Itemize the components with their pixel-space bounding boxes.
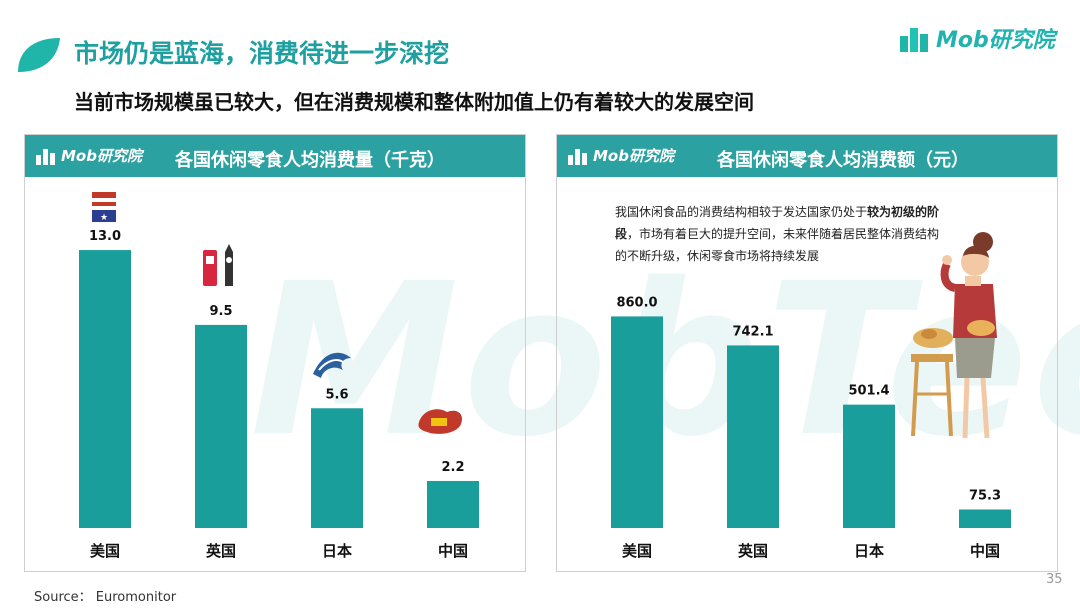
panel-brand: Mob研究院 bbox=[35, 145, 142, 166]
mob-logo-icon bbox=[36, 148, 55, 165]
category-label: 英国 bbox=[206, 542, 236, 560]
data-label: 13.0 bbox=[89, 229, 121, 244]
panel-header: Mob研究院 各国休闲零食人均消费额（元） bbox=[557, 135, 1057, 177]
bar-4 bbox=[959, 509, 1011, 528]
note-text: 我国休闲食品的消费结构相较于发达国家仍处于 bbox=[615, 205, 868, 219]
chart-note: 我国休闲食品的消费结构相较于发达国家仍处于较为初级的阶段，市场有着巨大的提升空间… bbox=[615, 201, 945, 267]
mob-logo-icon bbox=[568, 148, 587, 165]
page-subtitle: 当前市场规模虽已较大，但在消费规模和整体附加值上仍有着较大的发展空间 bbox=[74, 90, 754, 114]
bar-2 bbox=[727, 345, 779, 528]
category-label: 日本 bbox=[854, 542, 884, 560]
brand-name: Mob研究院 bbox=[936, 28, 1055, 53]
bar-2 bbox=[195, 324, 247, 528]
leaf-decoration-icon bbox=[18, 38, 60, 72]
bar-1 bbox=[79, 250, 131, 528]
category-label: 日本 bbox=[322, 542, 352, 560]
panel-brand-text: Mob研究院 bbox=[61, 147, 142, 165]
category-label: 英国 bbox=[738, 542, 768, 560]
note-text: ，市场有着巨大的提升空间，未来伴随着居民整体消费结构的不断升级，休闲零食市场将持… bbox=[615, 227, 940, 263]
snack-stool-icon bbox=[911, 328, 953, 437]
consumption-volume-panel: Mob研究院 各国休闲零食人均消费量（千克） ★ 13.0 美国 9.5 bbox=[24, 134, 526, 572]
data-label: 75.3 bbox=[969, 488, 1001, 503]
bar-1 bbox=[611, 316, 663, 528]
svg-text:★: ★ bbox=[100, 213, 108, 223]
data-label: 2.2 bbox=[441, 460, 464, 475]
category-label: 中国 bbox=[438, 542, 468, 560]
bar-4 bbox=[427, 480, 479, 528]
volume-bar-chart: ★ 13.0 美国 9.5 英国 5.6 日本 2.2 中国 bbox=[79, 192, 479, 560]
china-map-icon bbox=[418, 409, 463, 434]
woman-with-snacks-illustration bbox=[940, 232, 997, 439]
mob-logo-icon bbox=[900, 28, 928, 52]
data-label: 860.0 bbox=[616, 295, 657, 310]
us-flag-icon: ★ bbox=[92, 192, 116, 223]
data-label: 742.1 bbox=[732, 324, 773, 339]
amount-bar-chart: 860.0 美国 742.1 英国 501.4 日本 75.3 中国 bbox=[611, 232, 1011, 560]
great-wave-icon bbox=[313, 352, 351, 378]
panel-header: Mob研究院 各国休闲零食人均消费量（千克） bbox=[25, 135, 525, 177]
data-label: 5.6 bbox=[325, 387, 348, 402]
data-label: 9.5 bbox=[209, 304, 232, 319]
bar-3 bbox=[843, 404, 895, 528]
chart-title: 各国休闲零食人均消费额（元） bbox=[717, 150, 969, 171]
category-label: 中国 bbox=[970, 542, 1000, 560]
consumption-amount-panel: Mob研究院 各国休闲零食人均消费额（元） 860.0 美国 742.1 英国 501 bbox=[556, 134, 1058, 572]
page-title: 市场仍是蓝海，消费待进一步深挖 bbox=[74, 39, 450, 68]
bar-3 bbox=[311, 408, 363, 528]
category-label: 美国 bbox=[90, 542, 120, 560]
chart-title: 各国休闲零食人均消费量（千克） bbox=[175, 150, 445, 171]
page-number: 35 bbox=[1046, 572, 1063, 587]
data-label: 501.4 bbox=[848, 384, 889, 399]
london-landmarks-icon bbox=[203, 244, 233, 286]
source-note: Source： Euromonitor bbox=[34, 590, 177, 605]
panel-brand: Mob研究院 bbox=[567, 145, 674, 166]
brand-logo: Mob研究院 bbox=[898, 22, 1055, 54]
note-emphasis: 较为初级的阶段 bbox=[615, 205, 940, 241]
panel-brand-text: Mob研究院 bbox=[593, 147, 674, 165]
category-label: 美国 bbox=[622, 542, 652, 560]
